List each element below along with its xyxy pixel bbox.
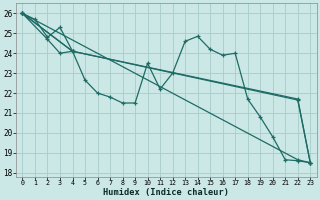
X-axis label: Humidex (Indice chaleur): Humidex (Indice chaleur) xyxy=(103,188,229,197)
